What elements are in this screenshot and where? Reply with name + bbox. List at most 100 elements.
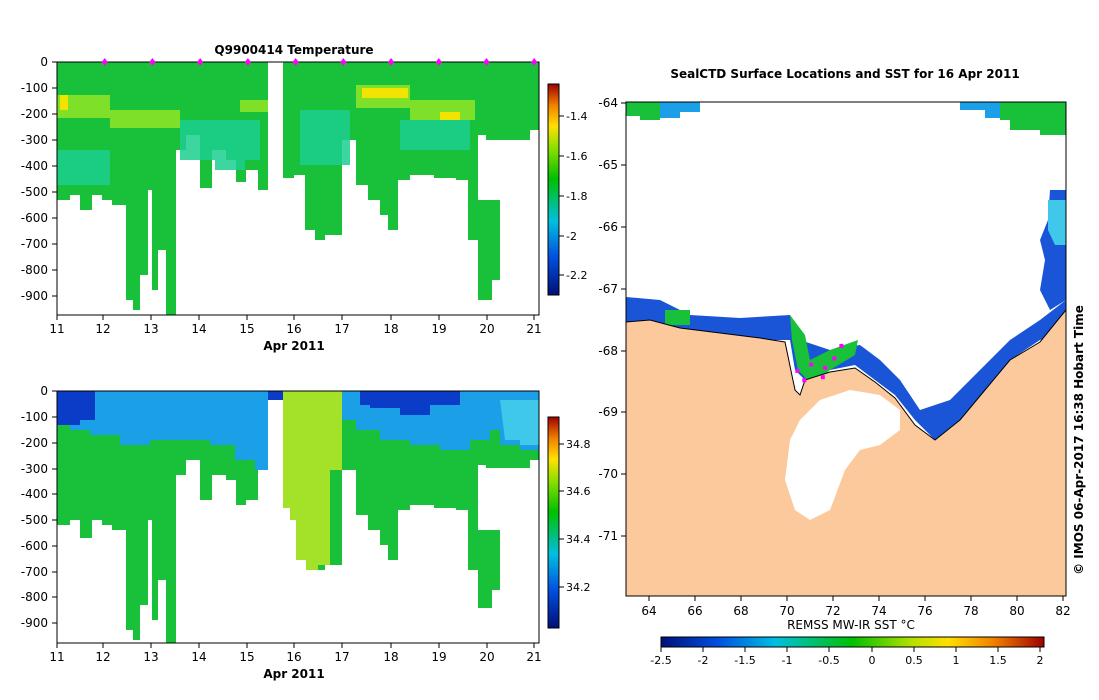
svg-text:76: 76 [917,604,932,618]
x-tick-19: 19 [431,315,447,336]
sst-cb-tick-minus-1: -1 [782,647,793,667]
x-tick-12: 12 [95,643,111,664]
svg-text:-2: -2 [566,230,577,243]
svg-text:74: 74 [871,604,886,618]
lat-tick-65: -65 [598,158,626,172]
svg-text:14: 14 [191,322,206,336]
svg-text:18: 18 [383,650,398,664]
svg-text:-1.5: -1.5 [734,654,755,667]
sst-cb-tick-0: 0 [869,647,876,667]
lat-tick-67: -67 [598,282,626,296]
svg-text:-200: -200 [21,107,48,121]
x-tick-13: 13 [143,643,159,664]
x-tick-16: 16 [286,643,302,664]
surface-marker-0 [101,58,108,66]
x-tick-16: 16 [286,315,302,336]
svg-text:-66: -66 [598,220,618,234]
svg-text:-400: -400 [21,487,48,501]
cb-tick-minus-2: -2 [559,230,577,243]
svg-text:12: 12 [95,322,110,336]
y-tick-500: -500 [21,185,57,199]
svg-text:-100: -100 [21,410,48,424]
svg-text:0.5: 0.5 [905,654,923,667]
salinity-cyan-patch [500,400,539,445]
cb-tick-34.6: 34.6 [559,485,591,498]
lat-tick-64: -64 [598,96,626,110]
seal-location-2 [809,362,814,367]
lon-tick-82: 82 [1055,596,1071,618]
y-tick-0: 0 [40,55,57,69]
svg-text:-70: -70 [598,467,618,481]
svg-text:13: 13 [143,322,158,336]
surface-marker-7 [435,58,442,66]
lon-tick-64: 64 [641,596,657,618]
surface-marker-5 [340,58,347,66]
svg-text:-500: -500 [21,185,48,199]
svg-text:-100: -100 [21,81,48,95]
x-tick-20: 20 [479,643,495,664]
surface-marker-8 [483,58,490,66]
lon-tick-80: 80 [1009,596,1025,618]
lon-tick-76: 76 [917,596,933,618]
sst-cb-tick-1: 1 [953,647,960,667]
x-tick-19: 19 [431,643,447,664]
lat-tick-69: -69 [598,405,626,419]
svg-text:14: 14 [191,650,206,664]
salinity-freshest-layer [57,391,460,425]
salinity-colorbar-ramp [547,416,560,629]
lat-tick-70: -70 [598,467,626,481]
svg-text:-68: -68 [598,344,618,358]
ice-edge-north [626,102,1066,135]
y-tick-0: 0 [40,384,57,398]
sst-colorbar-label: REMSS MW-IR SST °C [787,618,915,632]
svg-text:-700: -700 [21,565,48,579]
salinity-panel: 11 12 13 14 15 16 17 18 19 20 21 Apr 201… [21,384,591,681]
x-tick-17: 17 [334,315,350,336]
temperature-x-label: Apr 2011 [263,339,324,353]
cb-tick-34.4: 34.4 [559,533,591,546]
coastal-polynya [626,297,1066,440]
y-tick-300: -300 [21,133,57,147]
y-tick-200: -200 [21,107,57,121]
svg-text:-1: -1 [782,654,793,667]
salinity-axes-frame [56,390,540,644]
svg-text:21: 21 [526,650,541,664]
svg-text:64: 64 [641,604,656,618]
svg-text:15: 15 [239,322,254,336]
svg-text:70: 70 [779,604,794,618]
svg-text:20: 20 [479,322,494,336]
surface-marker-3 [244,58,251,66]
svg-text:-64: -64 [598,96,618,110]
svg-text:-900: -900 [21,289,48,303]
lon-tick-66: 66 [687,596,703,618]
lon-tick-78: 78 [963,596,979,618]
y-tick-200: -200 [21,436,57,450]
surface-markers [101,58,538,66]
svg-text:34.4: 34.4 [566,533,591,546]
x-tick-18: 18 [383,315,399,336]
lon-tick-72: 72 [825,596,841,618]
svg-text:34.2: 34.2 [566,581,591,594]
seal-location-1 [802,378,807,383]
x-tick-14: 14 [191,643,207,664]
svg-text:-1.8: -1.8 [566,190,587,203]
surface-marker-2 [197,58,204,66]
sst-map-panel: SealCTD Surface Locations and SST for 16… [598,67,1086,667]
x-tick-11: 11 [49,315,65,336]
temperature-colorbar-ramp [547,83,560,296]
imos-credit: © IMOS 06-Apr-2017 16:38 Hobart Time [1072,305,1086,575]
svg-text:-600: -600 [21,211,48,225]
svg-text:12: 12 [95,650,110,664]
temperature-axes: 11 12 13 14 15 16 17 18 19 20 21 Apr 201… [21,55,542,353]
svg-text:-2: -2 [698,654,709,667]
svg-text:68: 68 [733,604,748,618]
y-tick-600: -600 [21,539,57,553]
lon-tick-70: 70 [779,596,795,618]
seal-location-6 [823,365,828,370]
sst-colorbar: -2.5 -2 -1.5 -1 -0.5 0 0.5 1 1.5 2 [650,636,1045,667]
svg-text:78: 78 [963,604,978,618]
y-tick-800: -800 [21,590,57,604]
map-title: SealCTD Surface Locations and SST for 16… [670,67,1019,81]
svg-text:19: 19 [431,650,446,664]
y-tick-900: -900 [21,289,57,303]
